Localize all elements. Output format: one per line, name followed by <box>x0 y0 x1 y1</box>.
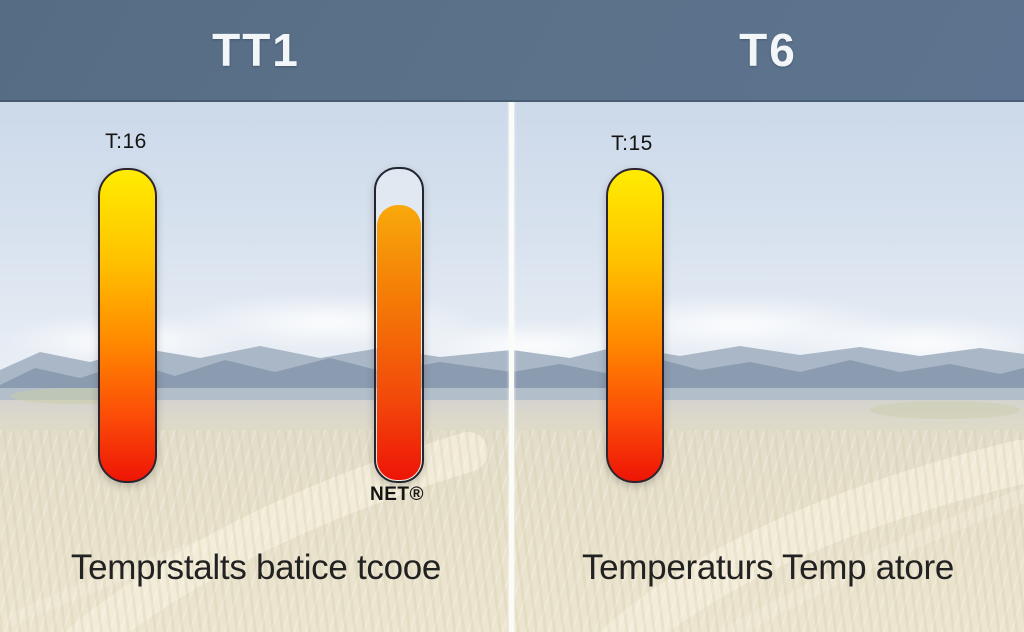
middle-thermometer-fill <box>377 205 421 480</box>
left-panel-caption: Temprstalts batice tcooe <box>70 548 442 587</box>
panel-divider <box>509 100 514 632</box>
green-patch-right <box>870 401 1020 419</box>
header-right-half: T6 <box>512 0 1024 100</box>
right-thermometer-label: T:15 <box>611 132 653 155</box>
dirt-track-right-secondary <box>717 488 1024 632</box>
landscape-scene: T:16 NET® T:15 Temprstalts batice tcooe … <box>0 100 1024 632</box>
left-thermometer <box>98 168 157 483</box>
header-bar: TT1 T6 <box>0 0 1024 102</box>
middle-thermometer-tube <box>374 167 424 483</box>
right-panel-caption: Temperaturs Temp atore <box>581 548 955 587</box>
right-thermometer <box>606 168 664 483</box>
right-panel-title: T6 <box>739 24 797 76</box>
left-panel-title: TT1 <box>212 24 300 76</box>
dirt-track-right <box>600 440 1024 632</box>
left-thermometer-label: T:16 <box>105 130 147 153</box>
middle-thermometer-label: NET® <box>370 484 424 505</box>
header-left-half: TT1 <box>0 0 512 100</box>
